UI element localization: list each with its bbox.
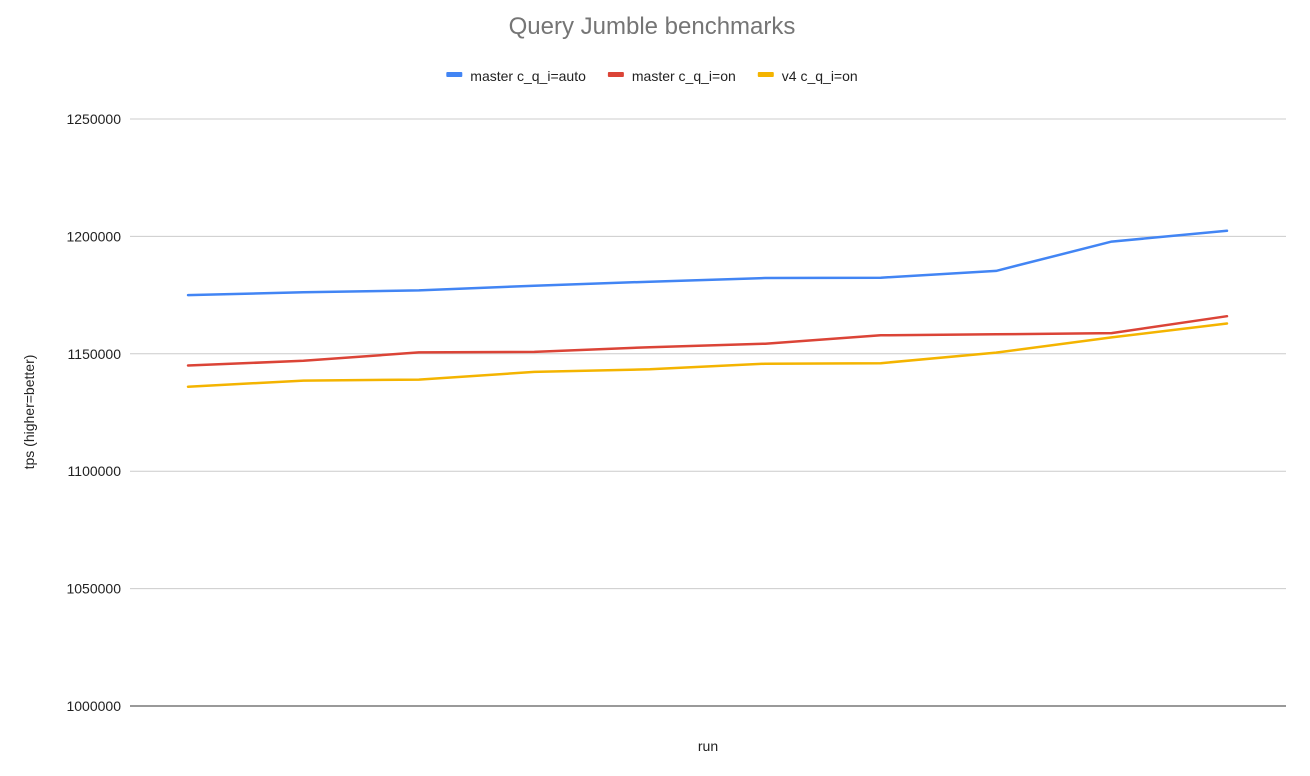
x-axis-title: run — [698, 738, 718, 754]
y-tick-label: 1100000 — [68, 463, 122, 479]
legend-label: master c_q_i=auto — [470, 68, 586, 84]
legend: master c_q_i=auto master c_q_i=on v4 c_q_i… — [446, 68, 858, 84]
y-axis-title: tps (higher=better) — [21, 355, 37, 470]
grid — [130, 118, 1286, 707]
legend-swatch — [757, 72, 774, 77]
series-line-2 — [186, 314, 1229, 367]
legend-label: v4 c_q_i=on — [782, 68, 858, 84]
series-line-3 — [186, 322, 1229, 388]
legend-item: v4 c_q_i=on — [757, 68, 858, 84]
y-tick-label: 1200000 — [66, 228, 121, 244]
series-line-1 — [186, 229, 1229, 297]
legend-label: master c_q_i=on — [632, 68, 736, 84]
chart-title: Query Jumble benchmarks — [509, 13, 796, 40]
legend-item: master c_q_i=on — [607, 68, 736, 84]
legend-swatch — [446, 72, 463, 77]
y-axis-ticks: 1000000 1050000 1100000 1150000 1200000 12500… — [66, 111, 121, 714]
y-tick-label: 1050000 — [66, 581, 121, 597]
y-tick-label: 1250000 — [66, 111, 121, 127]
legend-item: master c_q_i=auto — [446, 68, 586, 84]
y-tick-label: 1000000 — [66, 698, 121, 714]
y-tick-label: 1150000 — [68, 346, 122, 362]
legend-swatch — [607, 72, 624, 77]
series-lines — [186, 229, 1229, 388]
